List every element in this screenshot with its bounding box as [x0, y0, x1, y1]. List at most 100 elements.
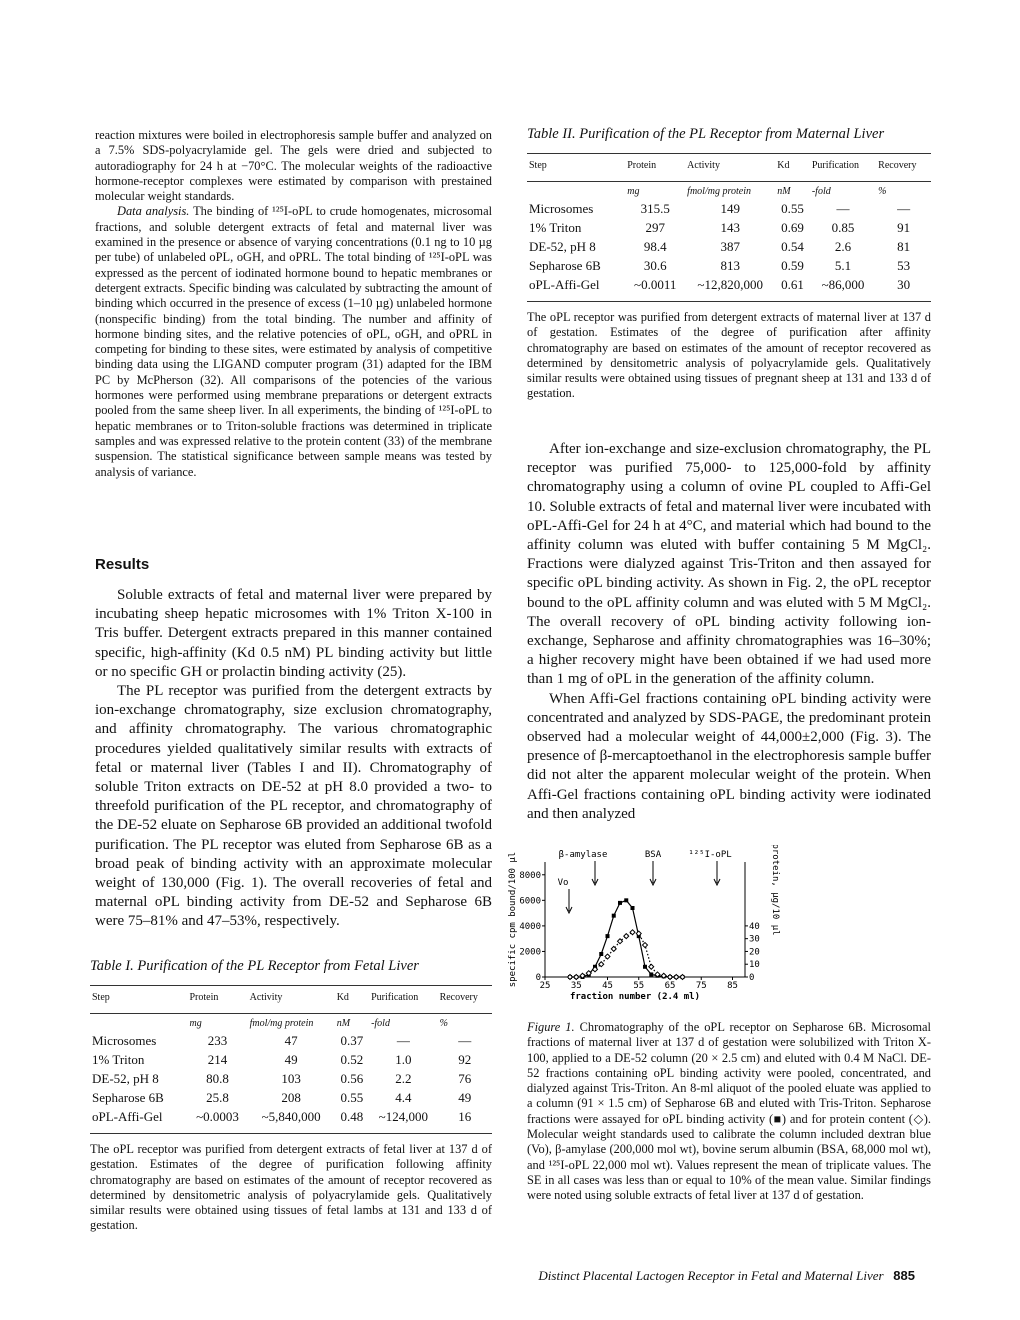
x-tick-label: 25 — [540, 981, 551, 991]
paragraph: After ion-exchange and size-exclusion ch… — [527, 441, 931, 688]
y-axis-label: specific cpm bound/100 µl — [508, 852, 518, 987]
right-text: After ion-exchange and size-exclusion ch… — [527, 440, 931, 824]
column-header: Kd — [334, 985, 370, 1014]
table-cell: Microsomes — [529, 201, 594, 216]
table-cell: — — [836, 201, 850, 216]
table-row: Sepharose 6B 30.6 813 0.59 5.1 53 — [527, 256, 931, 275]
column-header: Purification — [809, 153, 877, 182]
table-cell: ~124,000 — [369, 1107, 438, 1134]
table-cell: 81 — [897, 239, 911, 254]
table-cell: 30 — [876, 275, 931, 302]
unit-cell: nM — [336, 1018, 351, 1029]
units-row: mg fmol/mg protein nM -fold% — [527, 182, 931, 200]
table-cell: 103 — [281, 1071, 301, 1086]
y2-tick-label: 0 — [749, 973, 754, 983]
unit-cell — [90, 1014, 187, 1032]
column-header: Activity — [247, 985, 335, 1014]
header-row: Step Protein Activity Kd Purification Recover… — [527, 153, 931, 182]
table-cell: Microsomes — [92, 1033, 157, 1048]
units-row: mg fmol/mg protein nM -fold% — [90, 1014, 492, 1032]
y-tick-label: 2000 — [519, 947, 541, 957]
data-point — [629, 929, 636, 936]
table-cell: 91 — [897, 220, 911, 235]
column-header: Kd — [775, 153, 810, 182]
data-point — [643, 964, 647, 969]
table-cell: 1% Triton — [92, 1052, 145, 1067]
y2-tick-label: 10 — [749, 960, 760, 970]
y2-tick-label: 40 — [749, 922, 760, 932]
unit-cell: fmol/mg protein — [687, 186, 751, 197]
data-point — [654, 971, 661, 978]
table-cell: 0.59 — [781, 258, 804, 273]
table-row: DE-52, pH 8 98.4 387 0.54 2.6 81 — [527, 237, 931, 256]
data-point — [623, 932, 630, 940]
section-heading: Results — [95, 556, 150, 573]
annotation: Vo — [558, 878, 569, 888]
y2-tick-label: 30 — [749, 935, 760, 945]
table-cell: 1% Triton — [529, 220, 582, 235]
text: The binding of ¹²⁵I-oPL to crude homogen… — [95, 204, 493, 479]
paragraph: The PL receptor was purified from the de… — [95, 683, 492, 930]
table-row: 1% Triton 297 143 0.69 0.85 91 — [527, 218, 931, 237]
paragraph: Soluble extracts of fetal and maternal l… — [95, 587, 492, 680]
paragraph: When Affi-Gel fractions containing oPL b… — [527, 690, 931, 822]
table-cell: 813 — [720, 258, 740, 273]
table-cell: 233 — [207, 1033, 228, 1048]
unit-cell: -fold — [371, 1018, 390, 1029]
table-cell: Sepharose 6B — [92, 1090, 164, 1105]
table-cell: — — [897, 201, 911, 216]
table-cell: 0.85 — [831, 220, 855, 235]
table-cell: ~5,840,000 — [247, 1107, 335, 1134]
data-point — [641, 941, 649, 949]
table-cell: 0.54 — [781, 239, 804, 254]
caption-label: Figure 1. — [527, 1020, 575, 1034]
table-row: Microsomes 315.5 149 0.55 — — — [527, 199, 931, 218]
run-in-heading: Data analysis. — [117, 204, 190, 219]
footer: Distinct Placental Lactogen Receptor in … — [470, 1268, 915, 1284]
table-cell: DE-52, pH 8 — [92, 1071, 159, 1086]
data-point — [610, 945, 617, 953]
page-number: 885 — [893, 1268, 915, 1283]
table-cell: 2.2 — [395, 1071, 412, 1086]
table-head: Step Protein Activity Kd Purification Recover… — [527, 153, 931, 200]
table-cell: oPL-Affi-Gel — [90, 1107, 188, 1134]
table-cell: 92 — [458, 1052, 472, 1067]
x-axis-label: fraction number (2.4 ml) — [570, 991, 700, 1002]
table-row: oPL-Affi-Gel ~0.0003 ~5,840,000 0.48 ~124,00… — [90, 1107, 492, 1134]
y-tick-label: 8000 — [519, 871, 541, 881]
table-cell: DE-52, pH 8 — [529, 239, 596, 254]
arrow-head — [591, 878, 599, 887]
table-cell: oPL-Affi-Gel — [527, 275, 626, 302]
table-cell: 315.5 — [640, 201, 670, 216]
x-tick-label: 35 — [571, 981, 582, 991]
data-point — [605, 934, 610, 939]
caption-text: Chromatography of the oPL receptor on Se… — [527, 1020, 932, 1203]
table-cell: 0.48 — [334, 1107, 370, 1134]
table-cell: 208 — [281, 1090, 301, 1105]
table-cell: 16 — [437, 1107, 492, 1134]
data-point — [566, 973, 574, 981]
table-row: DE-52, pH 8 80.8 103 0.56 2.2 76 — [90, 1069, 492, 1088]
table-cell: 4.4 — [395, 1090, 412, 1105]
y-tick-label: 0 — [536, 973, 541, 983]
x-tick-label: 55 — [633, 981, 644, 991]
table-cell: 1.0 — [395, 1052, 412, 1067]
data-point — [649, 972, 654, 977]
data-point — [630, 906, 635, 910]
results-text: Soluble extracts of fetal and maternal l… — [95, 586, 492, 932]
table-cell: 25.8 — [206, 1090, 229, 1105]
table-cell: 143 — [720, 220, 740, 235]
table-cell: 0.69 — [781, 220, 804, 235]
table-cell: ~12,820,000 — [685, 275, 776, 302]
table-cell: 5.1 — [834, 258, 852, 273]
table-cell: 214 — [207, 1052, 228, 1067]
data-point — [585, 969, 592, 977]
data-point — [611, 913, 616, 918]
column-header: Purification — [369, 985, 438, 1014]
header-row: Step Protein Activity Kd Purification Recover… — [90, 985, 492, 1014]
table-row: oPL-Affi-Gel ~0.0011 ~12,820,000 0.61 ~86,00… — [527, 275, 931, 302]
table-cell: — — [458, 1033, 472, 1048]
table-cell: 76 — [458, 1071, 472, 1086]
column-header: Step — [90, 985, 188, 1014]
